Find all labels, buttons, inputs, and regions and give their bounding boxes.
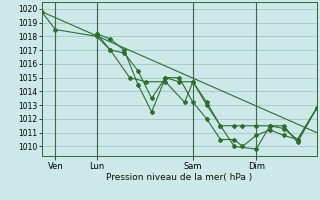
X-axis label: Pression niveau de la mer( hPa ): Pression niveau de la mer( hPa ) <box>106 173 252 182</box>
